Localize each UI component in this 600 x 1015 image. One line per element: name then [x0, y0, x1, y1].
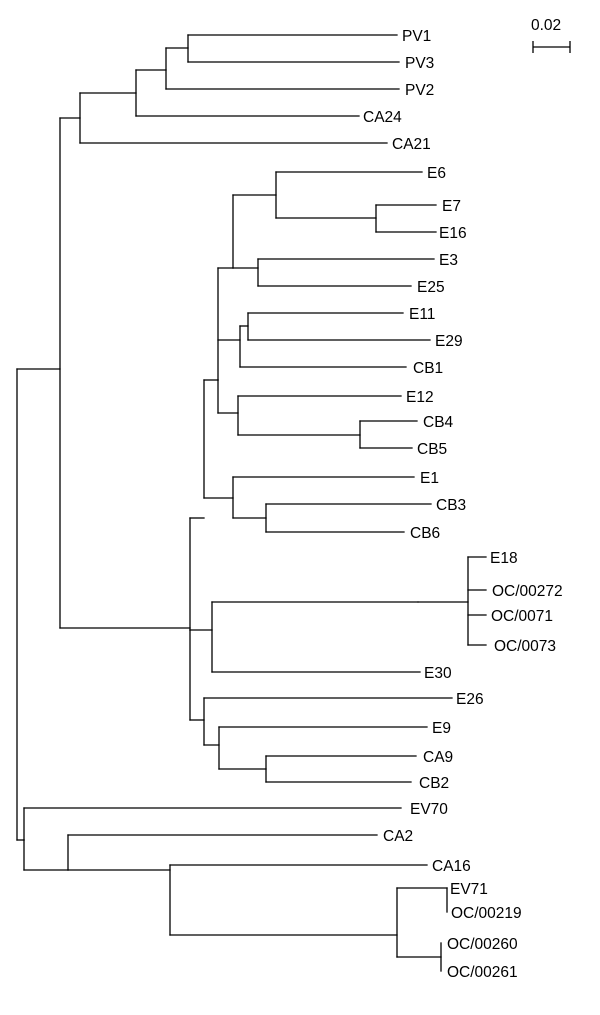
- leaf-label: E25: [417, 279, 445, 296]
- leaf-label: E1: [420, 470, 439, 487]
- leaf-label: OC/00260: [447, 936, 518, 953]
- leaf-label: CB2: [419, 775, 449, 792]
- leaf-label: OC/0073: [494, 638, 556, 655]
- leaf-label: OC/00219: [451, 905, 522, 922]
- leaf-label: EV70: [410, 801, 448, 818]
- scale-bar-label: 0.02: [531, 17, 561, 34]
- leaf-label: CB1: [413, 360, 443, 377]
- leaf-label: E16: [439, 225, 467, 242]
- leaf-label: E6: [427, 165, 446, 182]
- leaf-label: E18: [490, 550, 518, 567]
- leaf-label: CA21: [392, 136, 431, 153]
- leaf-label: EV71: [450, 881, 488, 898]
- leaf-label: OC/00261: [447, 964, 518, 981]
- leaf-label: CB3: [436, 497, 466, 514]
- leaf-label: CB4: [423, 414, 454, 431]
- leaf-label: CB6: [410, 525, 440, 542]
- tree-branches: [16, 34, 487, 972]
- leaf-label: E3: [439, 252, 458, 269]
- leaf-label: PV3: [405, 55, 434, 72]
- leaf-label: CA2: [383, 828, 413, 845]
- leaf-label: E11: [409, 306, 435, 323]
- leaf-label: E26: [456, 691, 484, 708]
- leaf-label: E30: [424, 665, 452, 682]
- leaf-label: PV1: [402, 28, 431, 45]
- leaf-label: E7: [442, 198, 461, 215]
- leaf-label: E29: [435, 333, 463, 350]
- leaf-label: OC/0071: [491, 608, 553, 625]
- leaf-label: PV2: [405, 82, 434, 99]
- leaf-label: CA24: [363, 109, 402, 126]
- leaf-label: CB5: [417, 441, 447, 458]
- leaf-label: E12: [406, 389, 434, 406]
- leaf-label: CA9: [423, 749, 453, 766]
- leaf-label: CA16: [432, 858, 471, 875]
- scale-bar: 0.02: [531, 17, 571, 53]
- leaf-label: E9: [432, 720, 451, 737]
- leaf-label: OC/00272: [492, 583, 563, 600]
